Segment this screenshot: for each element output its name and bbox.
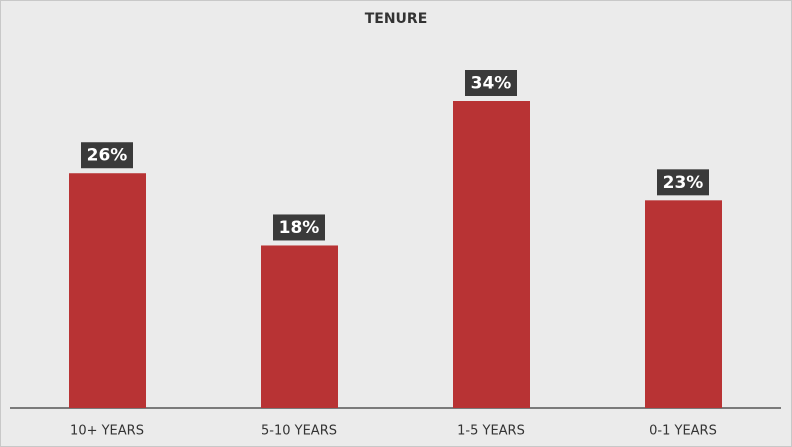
bar <box>645 200 722 408</box>
x-tick-label: 0-1 YEARS <box>649 424 717 439</box>
value-label-box <box>465 70 517 96</box>
bar <box>69 173 146 408</box>
value-label-box <box>81 142 133 169</box>
x-tick-label: 10+ YEARS <box>70 424 144 439</box>
value-label: 34% <box>471 74 512 94</box>
bar <box>261 245 338 408</box>
x-tick-label: 1-5 YEARS <box>457 424 525 439</box>
bar <box>453 101 530 408</box>
value-label: 23% <box>663 173 704 193</box>
value-label-box <box>273 214 325 241</box>
value-label: 26% <box>87 146 128 166</box>
value-label-box <box>657 169 709 196</box>
chart-title: TENURE <box>365 11 428 27</box>
x-tick-label: 5-10 YEARS <box>261 424 337 439</box>
value-label: 18% <box>279 218 320 238</box>
